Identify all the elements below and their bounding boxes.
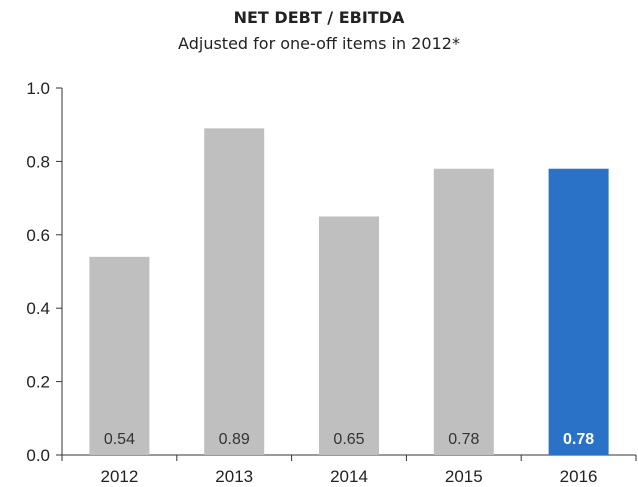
x-tick-label: 2012 [100, 467, 138, 486]
x-tick-label: 2014 [330, 467, 368, 486]
x-axis: 2012 2013 2014 2015 2016 [61, 454, 637, 486]
x-tick-label: 2016 [560, 467, 598, 486]
y-tick-label: 0.6 [26, 226, 50, 245]
chart-subtitle: Adjusted for one-off items in 2012* [178, 34, 460, 53]
data-label-2012: 0.54 [104, 431, 135, 448]
data-label-2016: 0.78 [563, 431, 594, 448]
y-axis: 0.0 0.2 0.4 0.6 0.8 1.0 [26, 79, 63, 465]
bar-2014 [319, 216, 379, 455]
data-label-2013: 0.89 [219, 431, 250, 448]
chart-title: NET DEBT / EBITDA [233, 8, 405, 27]
bar-2015 [433, 168, 494, 456]
bar-2013 [204, 128, 265, 455]
bars: 0.54 0.89 0.65 0.78 0.78 [89, 128, 609, 456]
y-tick-label: 0.2 [26, 373, 50, 392]
x-tick-label: 2015 [445, 467, 483, 486]
data-label-2015: 0.78 [448, 431, 479, 448]
bar-2012 [89, 256, 150, 455]
x-tick-label: 2013 [215, 467, 253, 486]
y-tick-label: 0.4 [26, 299, 50, 318]
bar-2016 [548, 168, 609, 456]
y-tick-label: 0.0 [26, 446, 50, 465]
y-tick-label: 1.0 [26, 79, 50, 98]
data-label-2014: 0.65 [333, 431, 364, 448]
y-tick-label: 0.8 [26, 152, 50, 171]
